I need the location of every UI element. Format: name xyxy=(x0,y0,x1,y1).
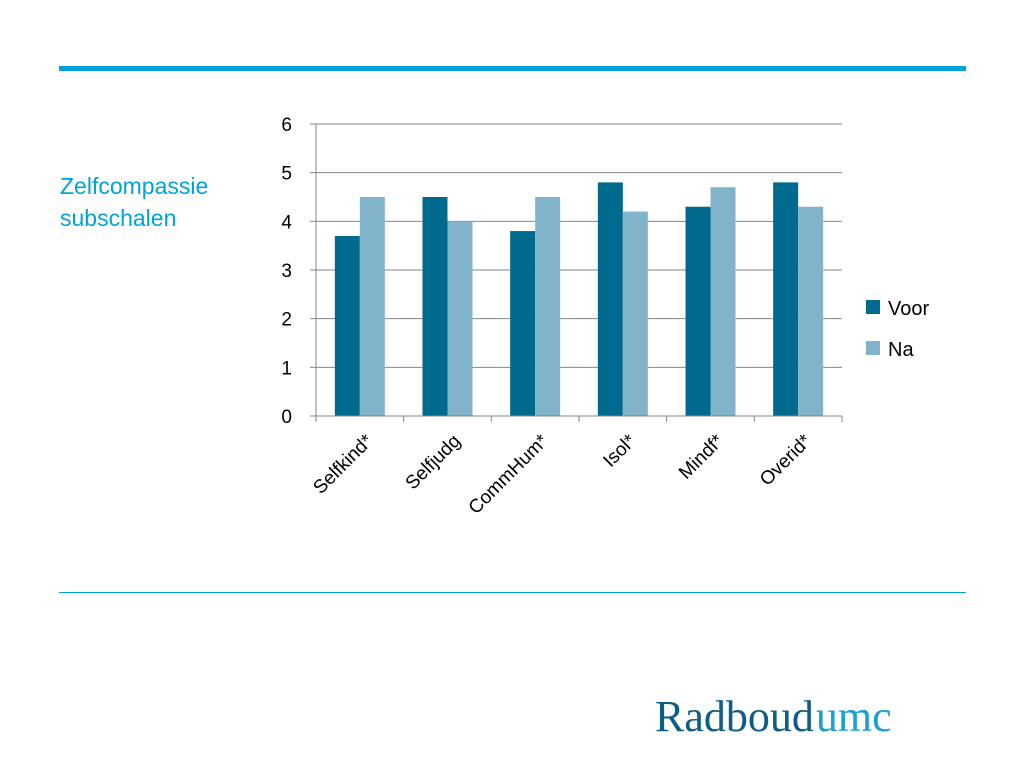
logo-text-radboud: Radboud xyxy=(655,692,814,741)
bar-voor-5 xyxy=(685,206,711,416)
legend-label-voor: Voor xyxy=(888,298,929,320)
legend-label-na: Na xyxy=(888,339,914,361)
x-category-label: Isol* xyxy=(599,430,640,471)
bar-na-1 xyxy=(359,197,385,416)
legend-swatch-voor xyxy=(866,300,880,314)
x-category-label: Mindf* xyxy=(675,430,728,483)
y-tick-label: 1 xyxy=(281,358,292,379)
legend-swatch-na xyxy=(866,341,880,355)
bar-na-2 xyxy=(447,221,473,416)
y-tick-label: 4 xyxy=(281,212,292,233)
radboudumc-logo: Radboudumc xyxy=(655,692,892,742)
logo-text-umc: umc xyxy=(815,692,892,741)
bar-voor-3 xyxy=(510,231,536,416)
x-category-label: CommHum* xyxy=(465,430,553,518)
y-tick-label: 5 xyxy=(281,164,292,185)
bottom-accent-rule xyxy=(59,592,966,593)
x-category-label: Selfjudg xyxy=(402,431,465,494)
x-category-label: Overid* xyxy=(756,430,816,490)
bar-voor-6 xyxy=(773,182,799,416)
bar-voor-4 xyxy=(597,182,623,416)
bar-voor-1 xyxy=(334,235,360,416)
bar-voor-2 xyxy=(422,197,448,416)
x-category-label: Selfkind* xyxy=(309,430,377,498)
top-accent-rule xyxy=(59,66,966,71)
slide-title: Zelfcompassie subschalen xyxy=(60,173,209,231)
bar-chart: 0 1 2 3 4 5 6 Selfkind* Selfjudg CommHum* Isol* Min… xyxy=(281,115,929,519)
bar-na-6 xyxy=(798,206,824,416)
y-tick-label: 2 xyxy=(281,310,292,331)
bar-na-4 xyxy=(622,211,648,416)
y-tick-label: 0 xyxy=(281,407,292,428)
bar-na-5 xyxy=(710,187,736,416)
bar-na-3 xyxy=(535,197,561,416)
y-tick-label: 6 xyxy=(281,115,292,136)
y-tick-label: 3 xyxy=(281,261,292,282)
